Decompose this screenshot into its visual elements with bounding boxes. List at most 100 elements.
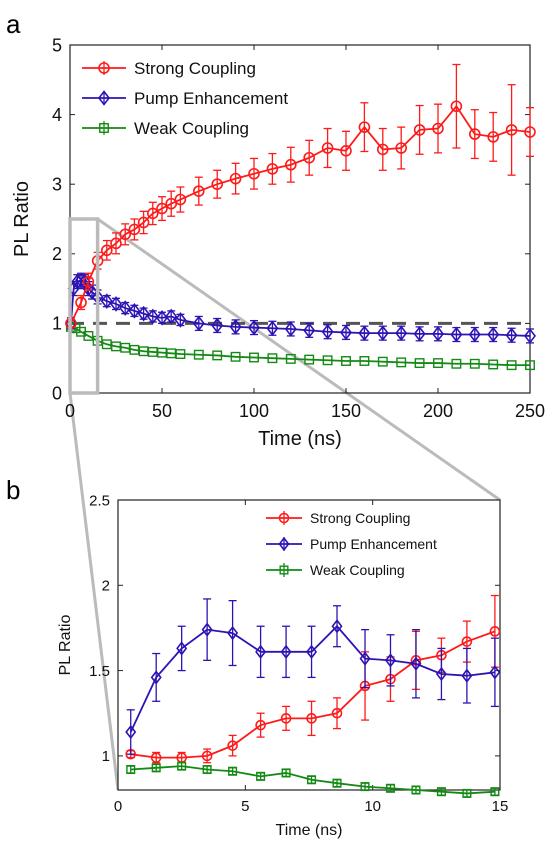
data-point [119,300,132,316]
data-point [249,352,259,363]
data-point [201,622,213,637]
legend: Strong Coupling Pump Enhancement Weak Coup… [82,59,288,138]
data-point [280,644,292,659]
data-point [284,158,297,171]
series-line [70,326,530,367]
y-tick-label: 5 [52,35,62,55]
data-point [469,358,480,369]
data-point [413,326,426,342]
data-point [461,636,473,647]
x-tick-label: 0 [65,401,75,421]
data-point [137,305,150,322]
data-point [230,351,241,362]
data-point [280,713,292,724]
plot-area [117,499,501,791]
data-point [82,275,95,288]
x-axis-label: Time (ns) [276,822,343,839]
data-point [227,740,238,751]
data-point [433,358,443,369]
data-point [303,151,316,164]
data-point [525,360,535,371]
data-point [487,326,500,343]
y-tick-label: 4 [52,105,62,125]
data-point [436,787,446,797]
series-line [70,104,531,324]
data-point [376,325,389,341]
data-point [306,713,317,724]
y-axis-label: PL Ratio [11,181,33,257]
data-point [255,644,267,659]
zoom-box [68,217,100,395]
data-point [431,326,445,342]
panel-b-chart: 1 1.5 2 2.5 0 5 10 15 Time (ns) PL Ratio Strong Co… [57,492,508,839]
data-point [410,656,422,671]
data-point [255,719,266,731]
data-point [358,121,371,133]
data-point [174,193,187,206]
data-point [281,768,291,778]
data-point [100,293,113,309]
data-point [151,763,161,773]
data-point [304,354,315,365]
x-axis-label: Time (ns) [258,428,342,450]
data-point [435,666,447,682]
data-point [461,668,473,683]
data-point [341,356,351,366]
data-point [211,178,223,190]
data-point [165,197,177,210]
data-point [413,124,426,136]
data-point [395,325,408,341]
data-point [150,670,162,685]
x-tick-label: 50 [152,401,172,421]
x-tick-label: 150 [331,401,361,421]
x-tick-label: 200 [423,401,453,421]
y-tick-label: 2 [52,244,62,264]
data-point [303,322,316,339]
data-point [165,308,178,325]
data-point [109,296,123,312]
x-tick-label: 15 [492,798,509,815]
data-point [137,216,150,229]
data-point [266,163,279,175]
y-tick-label: 1.5 [89,663,110,680]
data-point [193,349,204,360]
panel-a-label: a [6,9,21,39]
legend-marker [98,62,110,74]
data-point [150,752,162,763]
data-point [211,317,224,334]
data-point [321,142,334,154]
legend-marker [97,90,111,106]
data-point [377,356,388,367]
data-point [332,778,342,788]
data-point [266,320,279,337]
data-point [462,788,472,798]
data-point [176,641,188,656]
legend-marker [278,512,290,524]
data-point [468,326,481,343]
data-point [146,308,159,325]
data-point [156,202,168,215]
y-tick-label: 2 [102,578,110,595]
data-point [229,319,242,335]
legend-label: Pump Enhancement [134,89,288,108]
y-axis-label: PL Ratio [57,615,74,676]
data-point [247,319,261,336]
data-point [101,244,113,257]
panel-b-label: b [6,475,20,505]
y-tick-label: 2.5 [89,492,110,509]
data-point [192,315,205,332]
data-point [256,771,266,781]
data-point [384,653,397,668]
y-tick-label: 3 [52,175,62,195]
series-weak-coupling [126,761,500,798]
data-point [201,750,213,762]
data-point [128,303,141,319]
x-tick-label: 100 [239,401,269,421]
y-tick-label: 0 [52,383,62,403]
data-point [128,223,141,236]
data-point [396,357,407,368]
x-tick-label: 250 [515,401,545,421]
x-tick-label: 10 [364,798,381,815]
data-point [385,783,396,793]
